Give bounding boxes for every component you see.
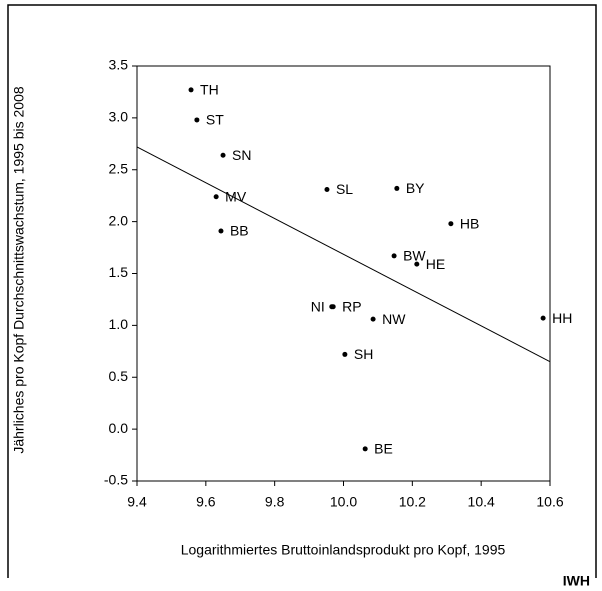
point [213, 194, 219, 200]
point-label: BB [230, 223, 249, 239]
x-tick-label: 10.0 [330, 494, 357, 510]
point-label: NW [382, 311, 406, 327]
point [394, 185, 400, 191]
point [540, 315, 546, 321]
point [391, 253, 397, 259]
point-label: HB [460, 215, 479, 231]
point [188, 87, 194, 93]
point-label: TH [200, 82, 219, 98]
point [324, 186, 330, 192]
y-tick-label: 2.5 [109, 160, 129, 176]
y-tick-label: 3.0 [109, 109, 129, 125]
point [342, 351, 348, 357]
point-label: HE [426, 256, 445, 272]
point-label: SN [232, 147, 251, 163]
point-label: NI [311, 298, 325, 314]
point-label: BY [406, 180, 425, 196]
x-tick-label: 9.8 [265, 494, 285, 510]
point [194, 117, 200, 123]
point [414, 261, 420, 267]
y-tick-label: 0.0 [109, 420, 129, 436]
x-axis-label: Logarithmiertes Bruttoinlandsprodukt pro… [181, 542, 506, 558]
y-axis-label: Jährliches pro Kopf Durchschnittswachstu… [11, 86, 27, 454]
y-tick-label: 2.0 [109, 212, 129, 228]
point [448, 221, 454, 227]
x-tick-label: 9.4 [127, 494, 147, 510]
point [370, 316, 376, 322]
x-tick-label: 10.2 [399, 494, 426, 510]
point-label: SH [354, 346, 373, 362]
y-tick-label: 1.5 [109, 264, 129, 280]
y-tick-label: 3.5 [109, 57, 129, 73]
point [218, 228, 224, 234]
y-tick-label: -0.5 [104, 472, 128, 488]
frame [7, 4, 597, 578]
x-tick-label: 10.4 [468, 494, 495, 510]
point [330, 304, 336, 310]
source: IWH [563, 573, 590, 589]
point-label: ST [206, 112, 224, 128]
point-label: SL [336, 181, 353, 197]
y-tick-label: 0.5 [109, 368, 129, 384]
point-label: RP [342, 298, 361, 314]
plot-area [136, 65, 551, 482]
y-tick-label: 1.0 [109, 316, 129, 332]
point-label: MV [225, 188, 247, 204]
point-label: HH [552, 310, 572, 326]
trend-line [136, 146, 551, 363]
point-label: BW [403, 248, 426, 264]
point [220, 152, 226, 158]
x-tick-label: 9.6 [196, 494, 216, 510]
point [362, 446, 368, 452]
x-tick-label: 10.6 [536, 494, 563, 510]
point-label: BE [374, 441, 393, 457]
